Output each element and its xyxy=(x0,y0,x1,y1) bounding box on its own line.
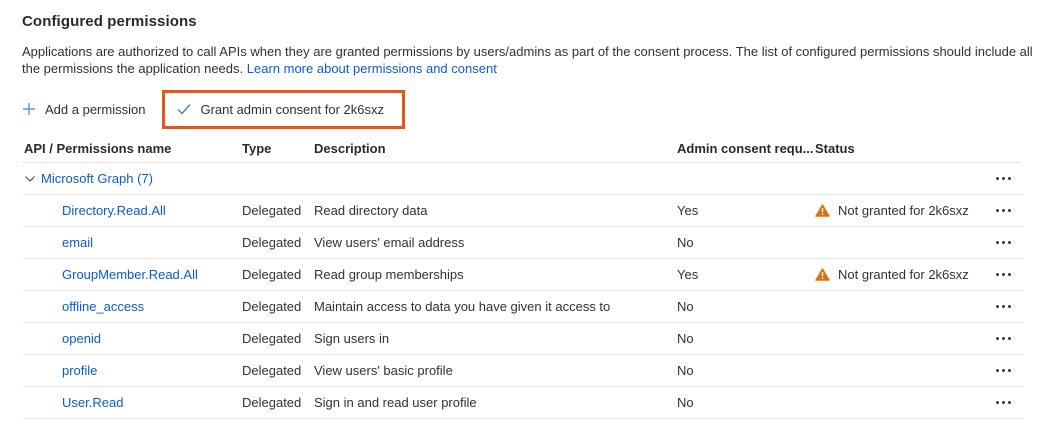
permission-type: Delegated xyxy=(242,203,302,219)
add-permission-button[interactable]: Add a permission xyxy=(12,94,155,125)
permission-name-link[interactable]: profile xyxy=(62,363,98,379)
more-options-button[interactable] xyxy=(985,163,1022,194)
table-row: Directory.Read.All Delegated Read direct… xyxy=(22,195,1022,228)
admin-consent-required-value: No xyxy=(677,363,694,379)
status-cell: Not granted for 2k6sxz xyxy=(815,203,985,218)
toolbar: Add a permission Grant admin consent for… xyxy=(12,87,1040,131)
status-text: Not granted for 2k6sxz xyxy=(838,267,969,283)
column-header-type[interactable]: Type xyxy=(242,141,272,157)
more-options-button[interactable] xyxy=(985,227,1022,258)
permission-type: Delegated xyxy=(242,395,302,411)
permission-description: Sign users in xyxy=(314,331,390,347)
admin-consent-required-value: No xyxy=(677,299,694,315)
permission-type: Delegated xyxy=(242,363,302,379)
admin-consent-required-value: No xyxy=(677,395,694,411)
admin-consent-required-value: Yes xyxy=(677,267,699,283)
permission-description: Maintain access to data you have given i… xyxy=(314,299,611,315)
group-name-label: Microsoft Graph (7) xyxy=(41,171,153,187)
admin-consent-required-value: Yes xyxy=(677,203,699,219)
column-header-status[interactable]: Status xyxy=(815,141,855,157)
table-row: offline_access Delegated Maintain access… xyxy=(22,291,1022,324)
table-row: profile Delegated View users' basic prof… xyxy=(22,355,1022,388)
permission-name-link[interactable]: offline_access xyxy=(62,299,145,315)
permissions-table: API / Permissions name Type Description … xyxy=(22,135,1022,420)
permission-description: View users' email address xyxy=(314,235,465,251)
more-options-button[interactable] xyxy=(985,355,1022,386)
learn-more-link[interactable]: Learn more about permissions and consent xyxy=(246,61,497,77)
grant-admin-consent-label: Grant admin consent for 2k6sxz xyxy=(200,101,384,117)
permission-type: Delegated xyxy=(242,235,302,251)
permission-type: Delegated xyxy=(242,299,302,315)
more-options-button[interactable] xyxy=(985,387,1022,418)
page-title: Configured permissions xyxy=(22,13,197,30)
table-row: GroupMember.Read.All Delegated Read grou… xyxy=(22,259,1022,292)
more-options-button[interactable] xyxy=(985,323,1022,354)
more-options-button[interactable] xyxy=(985,195,1022,226)
add-permission-label: Add a permission xyxy=(45,101,146,117)
chevron-down-icon xyxy=(24,173,36,185)
warning-icon xyxy=(815,268,830,282)
permission-type: Delegated xyxy=(242,331,302,347)
plus-icon xyxy=(22,102,36,116)
permission-description: Read directory data xyxy=(314,203,428,219)
group-expander[interactable]: Microsoft Graph (7) xyxy=(22,171,985,186)
status-cell: Not granted for 2k6sxz xyxy=(815,267,985,282)
checkmark-icon xyxy=(177,102,191,116)
permission-description: Read group memberships xyxy=(314,267,464,283)
column-header-api-permissions-name[interactable]: API / Permissions name xyxy=(24,141,172,157)
column-header-description[interactable]: Description xyxy=(314,141,386,157)
permission-description: View users' basic profile xyxy=(314,363,453,379)
permission-name-link[interactable]: email xyxy=(62,235,94,251)
more-options-button[interactable] xyxy=(985,291,1022,322)
warning-icon xyxy=(815,204,830,218)
permission-name-link[interactable]: GroupMember.Read.All xyxy=(62,267,198,283)
admin-consent-required-value: No xyxy=(677,331,694,347)
admin-consent-required-value: No xyxy=(677,235,694,251)
permission-name-link[interactable]: Directory.Read.All xyxy=(62,203,166,219)
table-header-row: API / Permissions name Type Description … xyxy=(22,135,1022,164)
table-row: User.Read Delegated Sign in and read use… xyxy=(22,387,1022,420)
column-header-admin-consent-required[interactable]: Admin consent requ... xyxy=(677,141,814,157)
configured-permissions-pane: Configured permissions Applications are … xyxy=(12,13,1040,420)
grant-admin-consent-button[interactable]: Grant admin consent for 2k6sxz xyxy=(167,94,394,125)
table-row: openid Delegated Sign users in No xyxy=(22,323,1022,356)
page-description: Applications are authorized to call APIs… xyxy=(22,43,1034,77)
grant-admin-consent-highlight: Grant admin consent for 2k6sxz xyxy=(162,89,405,129)
permission-name-link[interactable]: openid xyxy=(62,331,102,347)
permission-name-link[interactable]: User.Read xyxy=(62,395,124,411)
group-row-microsoft-graph: Microsoft Graph (7) xyxy=(22,163,1022,196)
description-text: Applications are authorized to call APIs… xyxy=(22,44,1033,77)
permission-description: Sign in and read user profile xyxy=(314,395,477,411)
permission-type: Delegated xyxy=(242,267,302,283)
status-text: Not granted for 2k6sxz xyxy=(838,203,969,219)
table-row: email Delegated View users' email addres… xyxy=(22,227,1022,260)
more-options-button[interactable] xyxy=(985,259,1022,290)
